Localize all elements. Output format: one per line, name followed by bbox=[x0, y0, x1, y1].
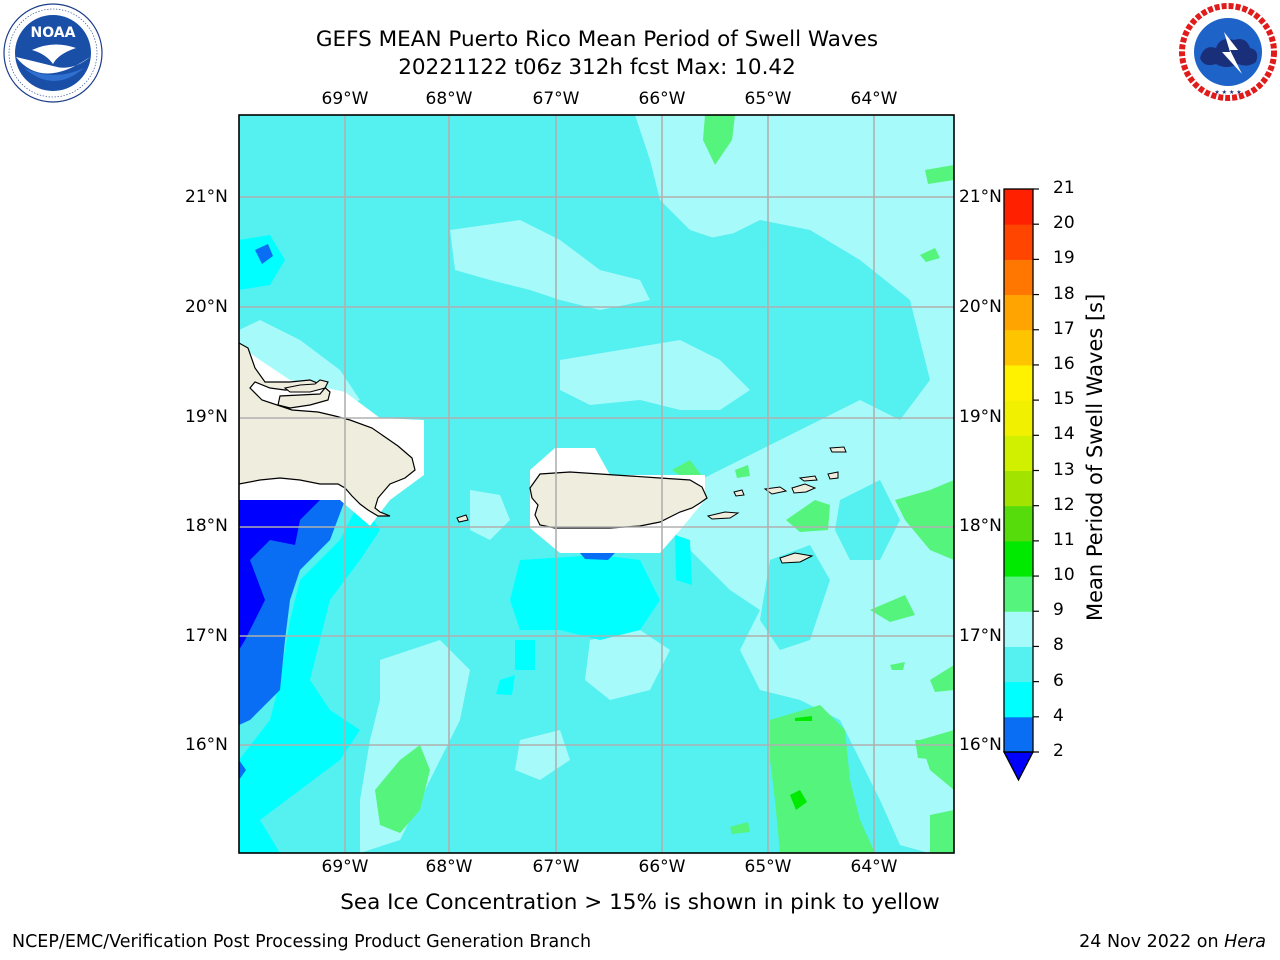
colorbar-title: Mean Period of Swell Waves [s] bbox=[1083, 293, 1107, 621]
map-frame bbox=[238, 114, 955, 854]
island-mona bbox=[456, 514, 469, 523]
swell-contour-6-8-inner bbox=[700, 230, 900, 650]
swell-contour-9-10 bbox=[375, 115, 954, 853]
colorbar-bin bbox=[1004, 540, 1033, 577]
chart-title: GEFS MEAN Puerto Rico Mean Period of Swe… bbox=[315, 27, 879, 52]
colorbar-bin bbox=[1004, 470, 1033, 507]
lat-label-left: 19°N bbox=[185, 407, 228, 427]
colorbar-bin bbox=[1004, 224, 1033, 260]
lon-label-top: 67°W bbox=[532, 89, 580, 109]
colorbar-bin bbox=[1004, 329, 1033, 366]
hispaniola-land bbox=[239, 342, 416, 517]
map-gridlines bbox=[239, 115, 954, 853]
lat-label-right: 16°N bbox=[959, 735, 1002, 755]
footer-machine: Hera bbox=[1224, 932, 1266, 952]
colorbar-tick-label: 17 bbox=[1053, 318, 1075, 339]
colorbar-bin bbox=[1004, 611, 1033, 647]
map-plot-area bbox=[239, 115, 954, 853]
colorbar-bin bbox=[1004, 681, 1033, 718]
colorbar-tick-label: 14 bbox=[1053, 424, 1075, 445]
lon-label-top: 69°W bbox=[321, 89, 369, 109]
lat-label-left: 20°N bbox=[185, 297, 228, 317]
colorbar-tick-label: 9 bbox=[1053, 600, 1064, 621]
lat-label-left: 17°N bbox=[185, 626, 228, 646]
colorbar-tick-label: 15 bbox=[1053, 389, 1075, 410]
colorbar-bin bbox=[1004, 294, 1033, 331]
colorbar-tick-label: 6 bbox=[1053, 670, 1064, 691]
colorbar-tick-label: 12 bbox=[1053, 494, 1075, 515]
colorbar-bin bbox=[1004, 716, 1033, 753]
colorbar-bin bbox=[1004, 400, 1033, 436]
colorbar-tick-label: 11 bbox=[1053, 529, 1075, 550]
lat-label-right: 21°N bbox=[959, 187, 1002, 207]
lat-label-left: 21°N bbox=[185, 187, 228, 207]
colorbar bbox=[1002, 188, 1039, 782]
footer-date-text: 24 Nov 2022 on bbox=[1079, 932, 1225, 952]
svg-text:★ ★ ★ ★: ★ ★ ★ ★ bbox=[1214, 89, 1241, 96]
colorbar-bin bbox=[1004, 189, 1033, 225]
colorbar-bin bbox=[1004, 646, 1033, 683]
colorbar-extend-low bbox=[1002, 751, 1035, 782]
lon-label-bottom: 65°W bbox=[744, 857, 792, 877]
colorbar-tick-label: 2 bbox=[1053, 741, 1064, 761]
svg-text:NOAA: NOAA bbox=[31, 25, 76, 41]
lon-label-bottom: 69°W bbox=[321, 857, 369, 877]
colorbar-tick-label: 20 bbox=[1053, 213, 1075, 234]
sea-ice-caption: Sea Ice Concentration > 15% is shown in … bbox=[340, 890, 940, 915]
colorbar-bin bbox=[1004, 505, 1033, 542]
footer-organization: NCEP/EMC/Verification Post Processing Pr… bbox=[12, 932, 592, 952]
colorbar-tick-label: 10 bbox=[1053, 565, 1075, 586]
colorbar-tick-label: 16 bbox=[1053, 353, 1075, 374]
chart-subtitle: 20221122 t06z 312h fcst Max: 10.42 bbox=[398, 55, 796, 80]
colorbar-tick-label: 8 bbox=[1053, 635, 1064, 656]
hispaniola-peninsula-north bbox=[283, 379, 329, 393]
colorbar-bin bbox=[1004, 435, 1033, 471]
lat-label-right: 18°N bbox=[959, 516, 1002, 536]
footer-date: 24 Nov 2022 on Hera bbox=[1079, 932, 1266, 952]
colorbar-tick-label: 19 bbox=[1053, 248, 1075, 269]
colorbar-tick-label: 18 bbox=[1053, 283, 1075, 304]
lon-label-bottom: 67°W bbox=[532, 857, 580, 877]
colorbar-tick-label: 21 bbox=[1053, 178, 1075, 198]
lon-label-top: 66°W bbox=[638, 89, 686, 109]
nws-logo-icon: ★ ★ ★ ★ bbox=[1178, 2, 1278, 102]
swell-contour-10-11 bbox=[790, 716, 812, 810]
noaa-logo-icon: NOAA bbox=[2, 2, 104, 104]
lon-label-bottom: 68°W bbox=[425, 857, 473, 877]
swell-contour-2-4 bbox=[239, 244, 615, 780]
lat-label-right: 20°N bbox=[959, 297, 1002, 317]
swell-contour-4-6 bbox=[239, 235, 692, 853]
lon-label-bottom: 64°W bbox=[850, 857, 898, 877]
colorbar-tick-label: 4 bbox=[1053, 705, 1064, 726]
colorbar-bin bbox=[1004, 364, 1033, 401]
lon-label-top: 65°W bbox=[744, 89, 792, 109]
lon-label-top: 68°W bbox=[425, 89, 473, 109]
lon-label-top: 64°W bbox=[850, 89, 898, 109]
swell-contour-below-2 bbox=[239, 500, 320, 650]
lat-label-right: 19°N bbox=[959, 407, 1002, 427]
lat-label-right: 17°N bbox=[959, 626, 1002, 646]
colorbar-tick-label: 13 bbox=[1053, 459, 1075, 480]
lon-label-bottom: 66°W bbox=[638, 857, 686, 877]
virgin-islands bbox=[706, 446, 847, 564]
lat-label-left: 16°N bbox=[185, 735, 228, 755]
lat-label-left: 18°N bbox=[185, 516, 228, 536]
colorbar-bin bbox=[1004, 576, 1033, 612]
colorbar-bin bbox=[1004, 259, 1033, 296]
